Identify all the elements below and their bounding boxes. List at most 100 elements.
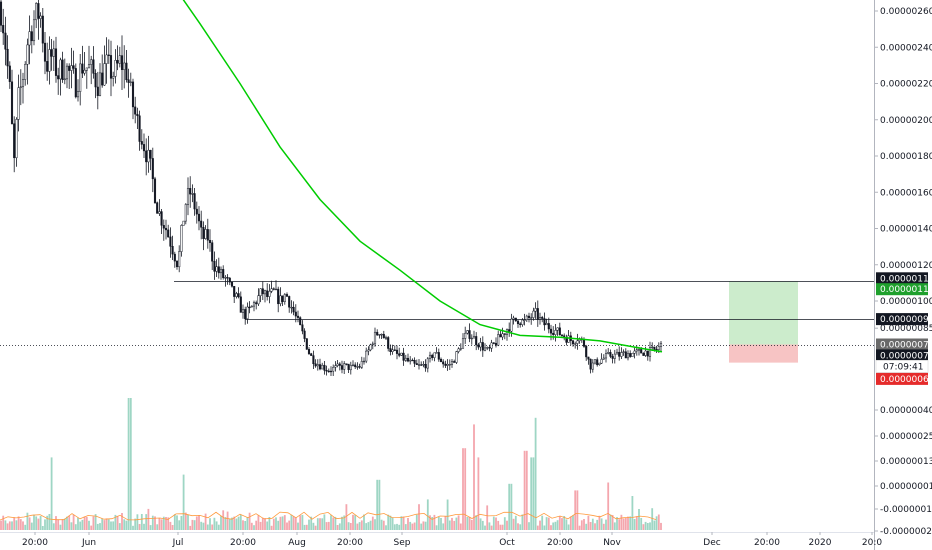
volume-bar xyxy=(246,517,249,530)
volume-bar xyxy=(129,398,132,530)
candle xyxy=(626,350,630,361)
volume-bar xyxy=(633,519,636,530)
volume-bar xyxy=(162,516,165,530)
volume-bar xyxy=(4,520,7,530)
price-tag: 0.00000111 xyxy=(876,272,932,285)
volume-bar xyxy=(15,520,18,530)
candle xyxy=(417,359,421,370)
candle xyxy=(591,359,594,373)
candle xyxy=(211,240,214,270)
candle xyxy=(43,32,47,75)
volume-bar xyxy=(574,490,577,530)
volume-bar xyxy=(385,525,387,530)
candle xyxy=(576,333,579,350)
volume-bar xyxy=(376,479,379,530)
candle xyxy=(109,40,113,97)
volume-bar xyxy=(503,517,506,530)
candle xyxy=(32,10,36,46)
volume-bar xyxy=(110,521,112,530)
candle xyxy=(171,235,174,260)
plot-area[interactable] xyxy=(0,0,874,532)
candle xyxy=(270,280,273,294)
candle xyxy=(105,37,108,84)
candle xyxy=(153,176,157,204)
volume-bar xyxy=(534,417,537,530)
candle xyxy=(646,350,649,361)
volume-bar xyxy=(365,523,368,530)
candle xyxy=(395,345,399,360)
candle xyxy=(556,327,559,336)
volume-bar xyxy=(283,515,286,530)
candle xyxy=(365,347,368,364)
candle xyxy=(248,301,251,314)
volume-bar xyxy=(497,520,500,530)
volume-bar xyxy=(512,518,515,530)
candle xyxy=(215,259,218,277)
volume-bar xyxy=(660,522,662,530)
volume-bar xyxy=(407,518,409,530)
loss-zone[interactable] xyxy=(729,344,798,363)
horizontal-lines[interactable] xyxy=(0,281,874,346)
volume-bar xyxy=(532,457,535,530)
volume-bar xyxy=(470,519,473,530)
candle xyxy=(400,352,403,356)
candle xyxy=(87,45,91,69)
candle xyxy=(439,357,443,363)
candle xyxy=(371,341,374,350)
volume-bar xyxy=(356,523,359,530)
volume-bar xyxy=(466,517,469,530)
long-position-box[interactable] xyxy=(729,281,798,363)
candle xyxy=(329,366,333,376)
volume-bar xyxy=(321,518,324,530)
volume-bar xyxy=(112,521,115,530)
candle xyxy=(422,361,425,368)
volume-bar xyxy=(323,514,326,530)
candle xyxy=(466,330,469,335)
volume-bar xyxy=(424,521,427,530)
volume-bar xyxy=(116,515,119,530)
candle xyxy=(541,315,544,323)
candle xyxy=(376,329,379,336)
candle xyxy=(65,63,69,89)
candle xyxy=(158,199,161,216)
candle xyxy=(6,35,9,79)
candle xyxy=(446,359,449,371)
volume-bar xyxy=(380,519,383,530)
volume-bar xyxy=(193,520,196,530)
volume-bar xyxy=(455,517,458,530)
candle xyxy=(63,58,66,85)
price-axis[interactable]: 0.00000260 0.00000240 0.00000220 0.00000200… xyxy=(874,7,932,334)
candle xyxy=(72,50,75,74)
volume-bar xyxy=(638,509,640,530)
volume-bar xyxy=(378,479,381,530)
volume-bar xyxy=(211,524,214,530)
candle xyxy=(435,347,438,354)
volume-bar xyxy=(118,523,121,530)
volume-bar xyxy=(341,516,343,530)
time-axis[interactable]: 20:00 Jun Jul 20:00 Aug 20:00 Sep Oct 20:00 Nov De… xyxy=(22,532,882,548)
candle xyxy=(369,343,372,352)
candle xyxy=(631,352,634,357)
volume-bar xyxy=(257,514,260,530)
candle xyxy=(477,342,480,350)
candle xyxy=(398,347,401,358)
candle xyxy=(180,224,183,257)
candle xyxy=(74,63,77,99)
svg-text:0.00000090: 0.00000090 xyxy=(880,315,932,325)
candle xyxy=(200,210,203,240)
volume-bar xyxy=(409,521,412,530)
candle xyxy=(543,312,546,331)
candle xyxy=(360,356,363,369)
volume-bar xyxy=(349,523,352,530)
volume-bar xyxy=(123,519,126,530)
candle xyxy=(114,49,117,84)
candle xyxy=(222,265,225,280)
profit-zone[interactable] xyxy=(729,281,798,345)
candle xyxy=(464,326,467,344)
volume-bar xyxy=(486,505,489,530)
volume-bar xyxy=(391,517,394,530)
candle xyxy=(571,339,575,347)
candle xyxy=(131,78,135,120)
candle xyxy=(290,300,293,314)
